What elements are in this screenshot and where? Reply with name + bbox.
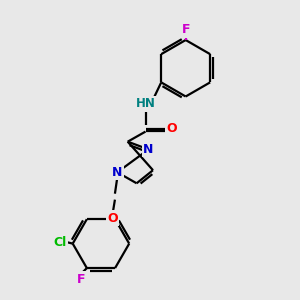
Text: O: O <box>107 212 118 225</box>
Text: N: N <box>112 166 122 179</box>
Text: O: O <box>166 122 177 135</box>
Text: HN: HN <box>136 98 155 110</box>
Text: N: N <box>143 143 154 156</box>
Text: Cl: Cl <box>54 236 67 249</box>
Text: F: F <box>77 273 86 286</box>
Text: F: F <box>182 23 190 36</box>
